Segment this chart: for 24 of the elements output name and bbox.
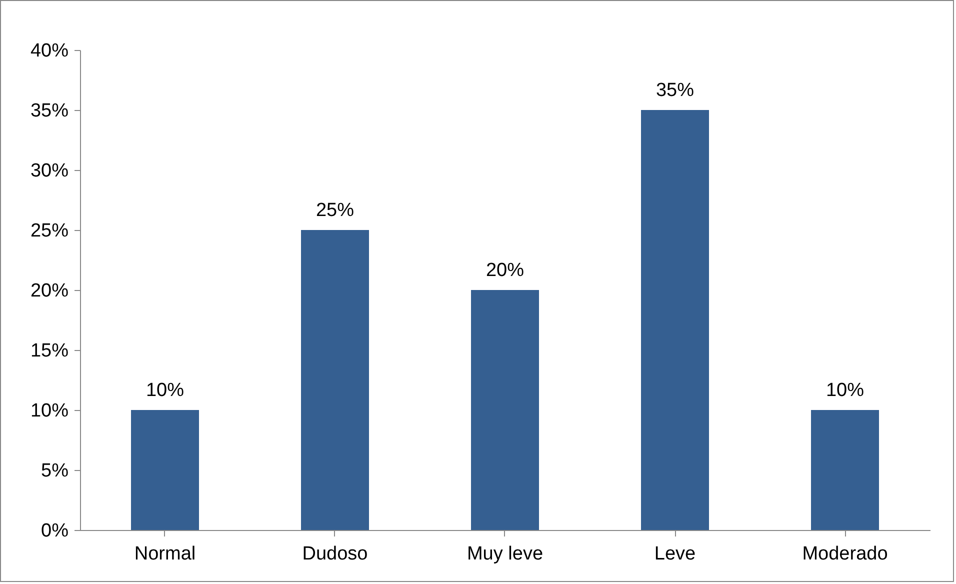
y-tick-label: 15% — [30, 340, 69, 362]
x-tick-label: Normal — [134, 544, 196, 564]
y-tick-label: 20% — [30, 280, 69, 302]
bar — [131, 410, 199, 530]
y-tick-label: 30% — [30, 160, 69, 182]
x-tick-label: Muy leve — [466, 544, 544, 564]
x-tick-label: Dudoso — [302, 544, 368, 564]
x-tick-label: Leve — [654, 544, 696, 564]
data-label: 35% — [656, 80, 694, 101]
bar — [301, 230, 369, 530]
bar — [641, 110, 709, 530]
data-label: 20% — [486, 260, 524, 281]
data-label: 25% — [316, 200, 354, 221]
y-tick-label: 25% — [30, 220, 69, 242]
y-tick-label: 5% — [41, 460, 69, 482]
bar — [811, 410, 879, 530]
y-tick-label: 35% — [30, 100, 69, 122]
x-tick-label: Moderado — [802, 544, 888, 564]
y-tick-label: 0% — [41, 520, 69, 542]
y-tick-label: 40% — [30, 40, 69, 62]
y-tick-label: 10% — [30, 400, 69, 422]
data-label: 10% — [826, 380, 864, 401]
data-label: 10% — [146, 380, 184, 401]
bar — [471, 290, 539, 530]
